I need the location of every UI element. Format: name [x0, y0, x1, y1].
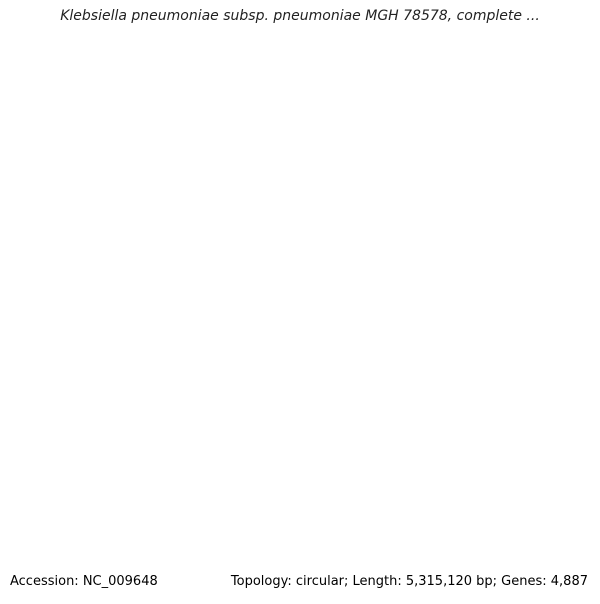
genome-summary: Topology: circular; Length: 5,315,120 bp… — [228, 574, 590, 589]
page-title: Klebsiella pneumoniae subsp. pneumoniae … — [60, 8, 540, 24]
accession-label: Accession: NC_009648 — [8, 574, 160, 589]
